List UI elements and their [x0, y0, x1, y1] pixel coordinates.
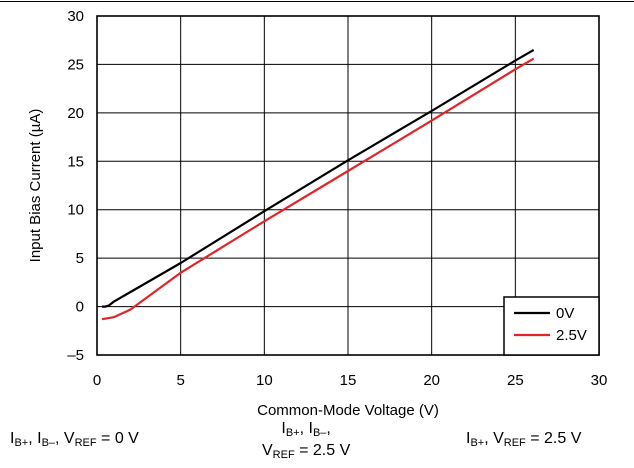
x-tick-label: 20	[423, 372, 440, 389]
y-tick-label: 15	[67, 153, 84, 170]
y-tick-label: 0	[76, 299, 84, 316]
caption-vref-2-5v: IB+, VREF = 2.5 V	[466, 430, 582, 449]
caption-vref-0v: IB+, IB–, VREF = 0 V	[10, 430, 139, 449]
y-axis-title: Input Bias Current (µA)	[27, 109, 44, 263]
y-tick-label: 20	[67, 105, 84, 122]
legend-label: 0V	[556, 305, 574, 322]
x-axis-title: Common-Mode Voltage (V)	[257, 402, 439, 419]
y-tick-label: 5	[76, 250, 84, 267]
x-tick-label: 30	[591, 372, 608, 389]
top-rule	[0, 1, 634, 2]
legend-label: 2.5V	[556, 327, 587, 344]
y-tick-label: 25	[67, 56, 84, 73]
plot-frame	[96, 15, 600, 356]
series-line-1	[101, 57, 535, 321]
x-tick-label: 10	[256, 372, 273, 389]
y-tick-label: 10	[67, 202, 84, 219]
y-tick-label: 30	[67, 8, 84, 25]
x-tick-label: 25	[507, 372, 524, 389]
tick-labels: 0 5 10 15 20 25 30 –5 0 5 10 15 20 25 30	[67, 8, 607, 389]
legend-box	[503, 296, 600, 356]
x-tick-label: 15	[340, 372, 357, 389]
series-line-0	[102, 48, 535, 308]
y-tick-label: –5	[67, 347, 84, 364]
x-tick-label: 5	[176, 372, 184, 389]
x-tick-label: 0	[93, 372, 101, 389]
caption-vref-2-5v-both: IB+, IB–, VREF = 2.5 V	[262, 420, 351, 461]
grid	[96, 15, 600, 356]
legend: 0V 2.5V	[503, 296, 600, 356]
series-lines	[101, 48, 535, 321]
